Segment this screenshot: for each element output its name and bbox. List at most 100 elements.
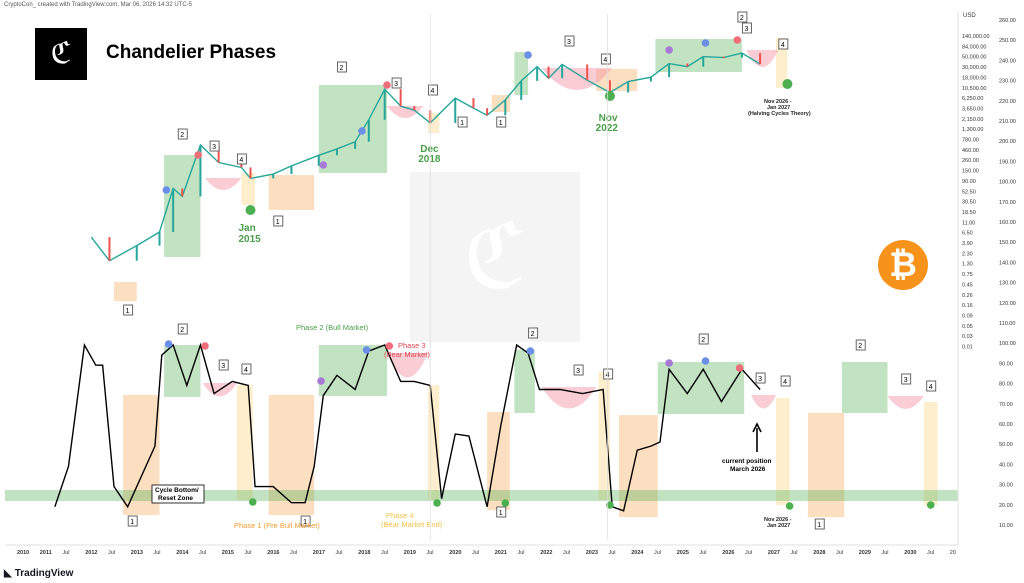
- price-tick-label: 140,000.00: [962, 34, 990, 40]
- price-phase-label: 4: [239, 157, 243, 164]
- osc-phase-zone: [807, 413, 845, 517]
- osc-marker: [735, 364, 744, 372]
- osc-phase-label: 3: [576, 368, 580, 375]
- price-candle: [668, 63, 671, 78]
- currency-label: USD: [963, 13, 976, 19]
- x-tick-label: Jul: [927, 550, 934, 556]
- osc-phase-label-box: [780, 375, 791, 387]
- osc-tick-label: 180.00: [999, 180, 1016, 186]
- price-candle: [158, 231, 161, 246]
- osc-marker: [526, 347, 535, 355]
- osc-tick-label: 220.00: [999, 99, 1016, 105]
- price-phase-zone: [241, 173, 256, 205]
- osc-phase-zone: [514, 350, 535, 413]
- price-candle: [249, 167, 252, 179]
- price-tick-label: 52.50: [962, 189, 976, 195]
- x-tick-label: 2020: [449, 550, 461, 556]
- price-phase-label: 1: [460, 120, 464, 127]
- price-phase-zone: [596, 69, 638, 91]
- chart-title: Chandelier Phases: [106, 42, 277, 63]
- price-tick-label: 30,000.00: [962, 65, 986, 71]
- price-phase-label-box: [564, 35, 575, 47]
- x-tick-label: Jul: [791, 550, 798, 556]
- x-tick-label: Jul: [427, 550, 434, 556]
- annotation-2022: 2022: [596, 123, 619, 134]
- osc-marker: [501, 499, 510, 507]
- x-tick-label: Jul: [609, 550, 616, 556]
- osc-phase-label-box: [755, 372, 766, 384]
- price-phase-label: 3: [567, 39, 571, 46]
- price-phase-label: 1: [276, 219, 280, 226]
- price-candle: [504, 99, 507, 116]
- price-tick-label: 0.26: [962, 293, 973, 299]
- price-candle: [354, 141, 357, 149]
- x-tick-label: 2022: [540, 550, 552, 556]
- tradingview-logo-icon: ◣: [4, 568, 12, 579]
- price-phase-zone: [427, 113, 440, 133]
- annotation-2015: 2015: [239, 234, 262, 245]
- cycle-marker: [524, 51, 532, 59]
- osc-tick-label: 240.00: [999, 58, 1016, 64]
- price-candle: [627, 81, 630, 93]
- x-tick-label: Jul: [63, 550, 70, 556]
- price-tick-label: 2,150.00: [962, 117, 983, 123]
- price-candle: [586, 64, 589, 81]
- reset-zone-label-2: Reset Zone: [158, 495, 193, 502]
- x-tick-label: Jul: [336, 550, 343, 556]
- osc-tick-label: 100.00: [999, 341, 1016, 347]
- cycle-marker: [194, 151, 202, 159]
- x-tick-label: 2017: [313, 550, 325, 556]
- osc-tick-label: 140.00: [999, 260, 1016, 266]
- osc-tick-label: 60.00: [999, 422, 1013, 428]
- price-phase-label-box: [457, 116, 468, 128]
- price-candle: [108, 237, 111, 261]
- price-phase-label-box: [209, 140, 220, 152]
- price-tick-label: 2.30: [962, 251, 973, 257]
- price-tick-label: 11.00: [962, 220, 975, 226]
- price-tick-label: 260.00: [962, 158, 979, 164]
- price-candle: [367, 119, 370, 142]
- x-tick-label: Jul: [518, 550, 525, 556]
- x-tick-label: Jul: [245, 550, 252, 556]
- osc-tick-label: 160.00: [999, 220, 1016, 226]
- osc-phase-zone: [427, 385, 440, 500]
- osc-phase-zone: [598, 372, 610, 500]
- osc-phase-label-box: [573, 364, 584, 376]
- chart-header: CryptoCon_ created with TradingView.com,…: [4, 2, 192, 8]
- price-candle: [399, 89, 402, 107]
- osc-tick-label: 210.00: [999, 119, 1016, 125]
- osc-marker: [785, 502, 794, 510]
- price-phase-zone: [164, 155, 201, 257]
- osc-phase-label: 2: [531, 331, 535, 338]
- osc-phase-label: 2: [180, 327, 184, 334]
- x-tick-label: 2029: [859, 550, 871, 556]
- price-phase-label: 3: [394, 81, 398, 88]
- price-phase-label: 3: [212, 144, 216, 151]
- x-tick-label: 2018: [358, 550, 370, 556]
- osc-tick-label: 190.00: [999, 159, 1016, 165]
- price-phase-label: 4: [781, 42, 785, 49]
- osc-phase-label-box: [698, 333, 709, 345]
- osc-tick-label: 170.00: [999, 200, 1016, 206]
- cycle-marker: [245, 205, 256, 215]
- bitcoin-icon: ₿: [878, 240, 928, 290]
- cycle-marker: [162, 186, 171, 194]
- tradingview-brand: ◣ TradingView: [4, 568, 74, 579]
- cycle-marker: [383, 81, 391, 89]
- x-tick-label: Jul: [381, 550, 388, 556]
- price-phase-label-box: [737, 11, 748, 23]
- osc-phase-label: 1: [817, 522, 821, 529]
- x-tick-label: Jul: [290, 550, 297, 556]
- price-tick-label: 6.50: [962, 231, 973, 237]
- price-candle: [686, 63, 689, 67]
- annotation-phase4-b: (Bear Market End): [381, 520, 443, 529]
- price-candle: [722, 56, 725, 59]
- osc-tick-label: 40.00: [999, 462, 1013, 468]
- price-phase-label-box: [236, 153, 247, 165]
- price-phase-label-box: [742, 22, 752, 34]
- osc-phase-label: 4: [783, 379, 787, 386]
- price-tick-label: 0.05: [962, 324, 973, 330]
- osc-phase-label-box: [177, 323, 188, 335]
- price-phase-label: 1: [126, 308, 130, 315]
- osc-marker: [926, 501, 935, 509]
